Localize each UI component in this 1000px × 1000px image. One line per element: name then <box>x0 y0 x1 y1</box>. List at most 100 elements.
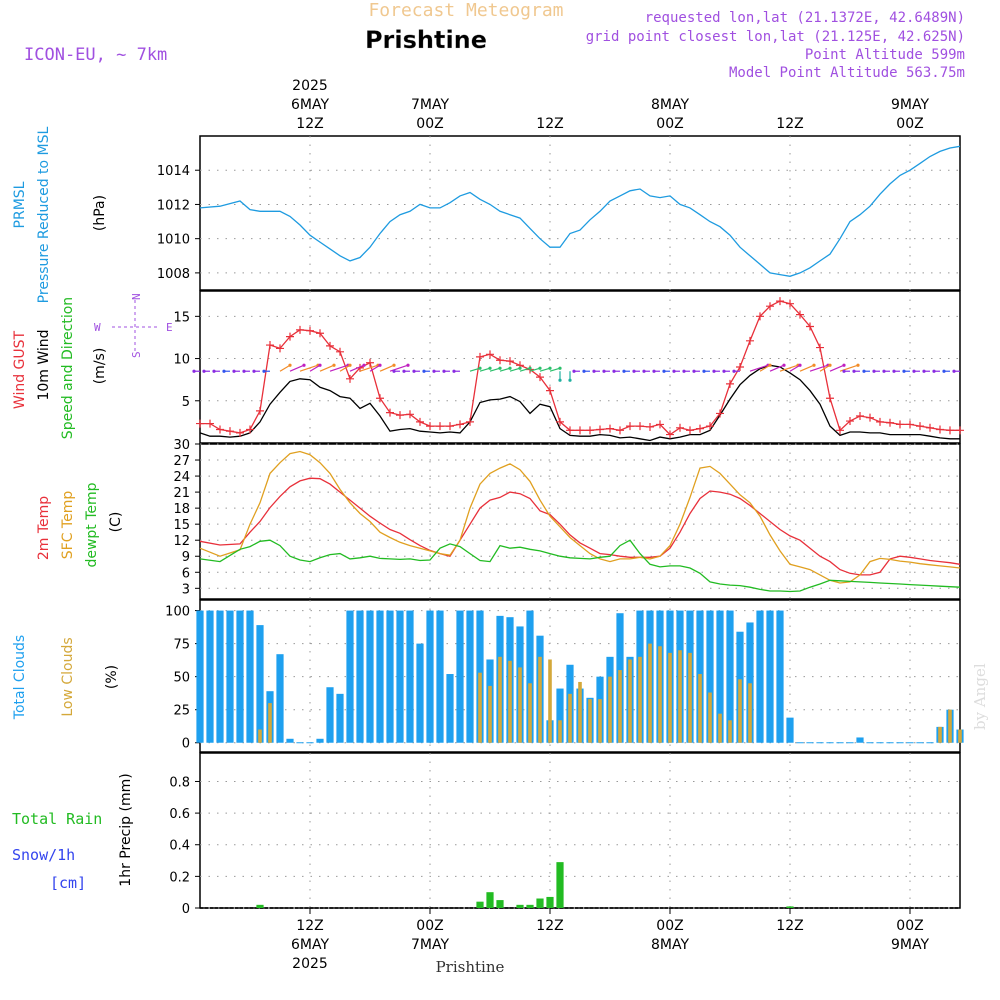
temp-ytick-label: 18 <box>173 502 190 517</box>
time-axis-top: 2025 6MAY 12Z 7MAY 00Z 12Z 8MAY 00Z 12Z 9MAY 00Z <box>291 78 929 132</box>
label-celsius: (C) <box>108 512 124 533</box>
gust-marker <box>656 420 664 429</box>
total-cloud-bar <box>716 610 724 743</box>
time-label-top: 00Z <box>896 116 923 132</box>
label-speed-direction: Speed and Direction <box>60 297 76 439</box>
wind-arrow-head <box>452 369 456 373</box>
gust-marker <box>866 413 874 422</box>
requested-location: requested lon,lat (21.1372E, 42.6489N) <box>645 10 965 26</box>
gust-marker <box>376 394 384 403</box>
wind-arrow-head <box>222 369 226 373</box>
gust-marker <box>236 428 244 437</box>
prmsl-line <box>199 145 961 277</box>
total-cloud-bar <box>326 687 334 743</box>
label-percent: (%) <box>104 665 120 689</box>
precip-frame <box>199 752 961 909</box>
label-cm: [cm] <box>50 874 86 892</box>
low-cloud-bar <box>528 683 532 743</box>
label-2m-temp: 2m Temp <box>36 496 52 560</box>
pressure-ytick-label: 1008 <box>157 267 190 282</box>
label-pressure-msl: Pressure Reduced to MSL <box>36 126 52 303</box>
label-total-clouds: Total Clouds <box>12 635 28 720</box>
gust-marker <box>836 426 844 435</box>
wind-arrow-head <box>442 369 446 373</box>
wind-arrow-head <box>652 369 656 373</box>
panel-frames <box>199 135 961 909</box>
precip-bar <box>516 904 524 908</box>
total-cloud-bar <box>766 610 774 743</box>
total-cloud-bar <box>776 610 784 743</box>
wind-arrow-head <box>922 369 926 373</box>
gust-marker <box>196 419 204 428</box>
low-cloud-bar <box>488 685 492 743</box>
gust-marker <box>816 343 824 352</box>
temp-ytick-label: 6 <box>182 566 190 581</box>
gust-marker <box>346 374 354 383</box>
gust-marker <box>326 341 334 350</box>
precip-ytick-label: 0.6 <box>169 807 190 822</box>
time-label-bottom: 00Z <box>896 918 923 934</box>
time-label-bottom: 8MAY <box>651 937 689 953</box>
wind-direction-arrow <box>369 364 381 372</box>
gust-marker <box>616 426 624 435</box>
wind-arrow-head <box>508 366 512 370</box>
clouds-ytick-label: 75 <box>173 638 190 653</box>
gust-marker <box>386 408 394 417</box>
gust-marker <box>496 356 504 365</box>
low-cloud-bar <box>518 667 522 743</box>
total-cloud-bar <box>446 674 454 743</box>
low-cloud-bar <box>618 670 622 743</box>
gust-marker <box>896 420 904 429</box>
gust-marker <box>716 409 724 418</box>
pressure-ytick-label: 1014 <box>157 164 190 179</box>
wind-direction-arrow <box>829 364 845 372</box>
model-point-altitude: Model Point Altitude 563.75m <box>729 65 965 81</box>
time-label-bottom: 7MAY <box>411 937 449 953</box>
clouds-ytick-label: 100 <box>165 605 190 620</box>
label-dewpt-temp: dewpt Temp <box>84 482 100 567</box>
wind-arrow-head <box>842 369 846 373</box>
wind-arrow-head <box>558 378 562 382</box>
watermark: by Angel <box>971 663 989 730</box>
wind-arrow-head <box>612 369 616 373</box>
low-cloud-bar <box>578 681 582 743</box>
time-label-bottom: 12Z <box>296 918 323 934</box>
temp-ytick-label: 24 <box>173 470 190 485</box>
label-low-clouds: Low Clouds <box>60 637 76 716</box>
pressure-ytick-label: 1012 <box>157 198 190 213</box>
wind-arrow-head <box>572 369 576 373</box>
wind-arrow-head <box>672 369 676 373</box>
total-cloud-bar <box>226 610 234 743</box>
low-cloud-bar <box>668 652 672 743</box>
time-label-top: 12Z <box>536 116 563 132</box>
low-cloud-bar <box>728 720 732 743</box>
total-cloud-bar <box>376 610 384 743</box>
wind-direction-arrow <box>299 364 319 372</box>
total-cloud-bar <box>386 610 394 743</box>
wind-arrow-head <box>882 369 886 373</box>
gust-marker <box>566 426 574 435</box>
precip-bar <box>476 901 484 908</box>
time-label-bottom: 6MAY <box>291 937 329 953</box>
wind-arrow-head <box>488 366 492 370</box>
gust-marker <box>206 419 214 428</box>
wind-direction-arrow <box>279 364 291 372</box>
time-label-bottom: 12Z <box>776 918 803 934</box>
gust-marker <box>596 425 604 434</box>
wind-frame <box>199 290 961 444</box>
gust-marker <box>316 329 324 338</box>
wind-arrow-head <box>232 369 236 373</box>
gust-marker <box>486 350 494 359</box>
gust-marker <box>586 426 594 435</box>
total-cloud-bar <box>336 693 344 743</box>
temp-sfc-line <box>199 450 961 584</box>
precip-ytick-label: 0.4 <box>169 839 190 854</box>
low-cloud-bar <box>648 643 652 743</box>
wind-direction-arrow <box>509 367 521 372</box>
gust-marker <box>956 426 964 435</box>
temp-ytick-label: 9 <box>182 550 190 565</box>
wind-direction-arrow <box>329 364 349 372</box>
total-cloud-bar <box>466 610 474 743</box>
time-label-top: 12Z <box>296 116 323 132</box>
wind-arrow-head <box>392 363 396 367</box>
